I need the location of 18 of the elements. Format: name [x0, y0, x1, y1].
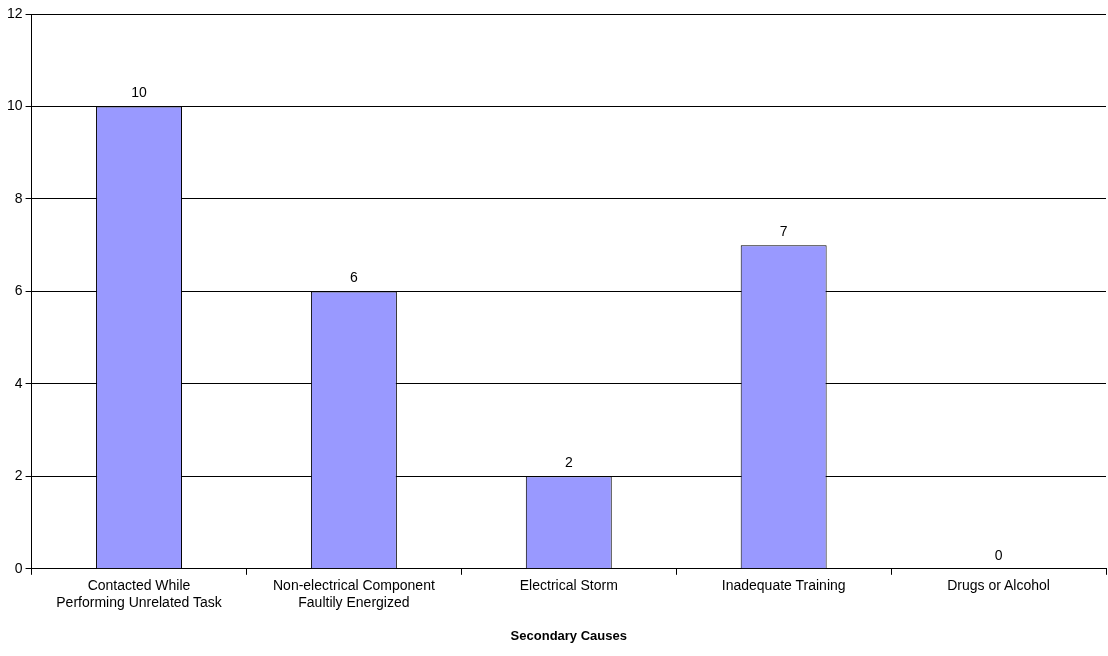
x-tick-label: Contacted While Performing Unrelated Task: [56, 577, 223, 610]
y-tick-label: 2: [14, 467, 23, 484]
y-tick-label: 8: [14, 189, 23, 206]
x-tick-label: Non-electrical Component Faultily Energized: [272, 577, 435, 610]
y-tick-label: 6: [14, 282, 23, 299]
y-tick-label: 12: [6, 4, 23, 21]
data-label: 7: [779, 223, 788, 240]
x-tick-label: Electrical Storm: [519, 577, 618, 594]
data-label: 2: [564, 454, 573, 471]
y-tick-label: 0: [14, 559, 23, 576]
data-label: 0: [994, 546, 1003, 563]
x-tick-label: Drugs or Alcohol: [947, 577, 1050, 594]
x-tick-label: Inadequate Training: [721, 577, 846, 594]
data-label: 10: [131, 84, 148, 101]
x-axis-title: Secondary Causes: [510, 627, 627, 643]
y-tick-label: 4: [14, 374, 23, 391]
data-label: 6: [350, 269, 358, 286]
y-tick-label: 10: [6, 97, 23, 114]
